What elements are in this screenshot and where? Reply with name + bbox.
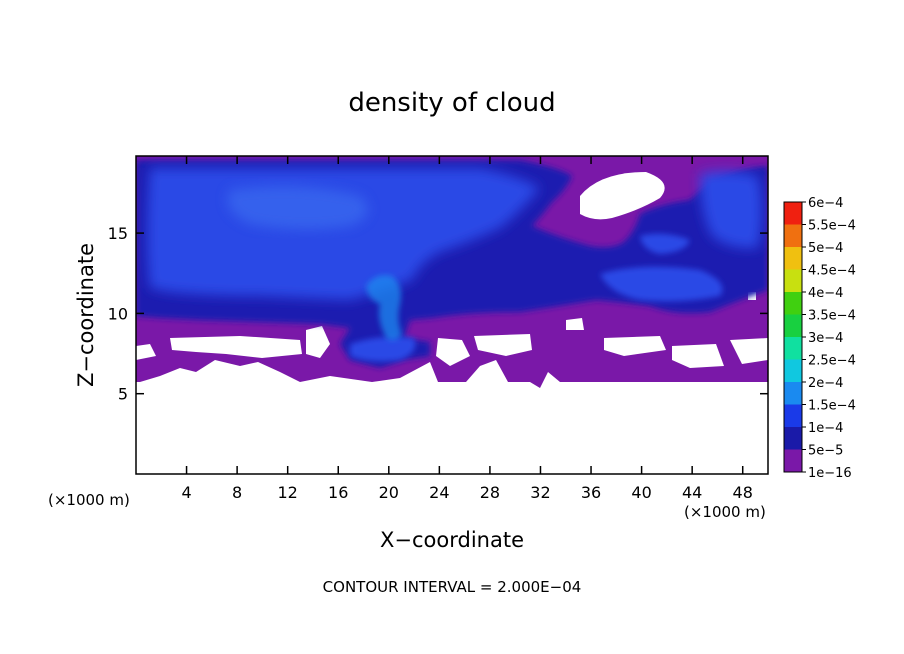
colorbar-label: 5.5e−4	[808, 219, 856, 234]
colorbar-swatch	[784, 202, 802, 225]
chart-title: density of cloud	[348, 88, 555, 118]
clear-patch	[566, 318, 584, 330]
colorbar-label: 5e−4	[808, 241, 843, 256]
colorbar-label: 2.5e−4	[808, 354, 856, 369]
clear-patch	[436, 338, 470, 366]
cloud-field-level-2	[640, 233, 690, 254]
colorbar-swatch	[784, 247, 802, 270]
colorbar-swatch	[784, 449, 802, 472]
x-tick-label: 24	[429, 483, 449, 502]
colorbar-label: 6e−4	[808, 196, 843, 211]
x-tick-label: 16	[328, 483, 348, 502]
colorbar-swatch	[784, 337, 802, 360]
x-tick-label: 20	[379, 483, 399, 502]
clear-patch	[474, 334, 532, 356]
cloud-field-level-2	[600, 266, 723, 302]
y-tick-label: 15	[108, 224, 128, 243]
clear-patch	[672, 344, 724, 368]
colorbar-label: 4.5e−4	[808, 264, 856, 279]
x-tick-label: 4	[181, 483, 191, 502]
x-tick-label: 8	[232, 483, 242, 502]
colorbar-label: 3e−4	[808, 331, 843, 346]
plot-frame	[135, 155, 769, 475]
cloud-field-level-3	[227, 186, 368, 230]
clear-patch	[136, 344, 156, 360]
x-tick-label: 44	[682, 483, 702, 502]
colorbar-swatch	[784, 292, 802, 315]
clear-patch	[580, 172, 665, 220]
y-tick-label: 5	[118, 385, 128, 404]
clear-patch	[306, 326, 330, 358]
clear-patch	[604, 336, 666, 356]
clear-patch	[170, 336, 302, 358]
x-tick-label: 36	[581, 483, 601, 502]
x-tick-label: 48	[733, 483, 753, 502]
colorbar-swatch	[784, 404, 802, 427]
colorbar-label: 4e−4	[808, 286, 843, 301]
y-tick-label: 10	[108, 304, 128, 323]
x-axis-label: X−coordinate	[380, 528, 524, 552]
x-axis-unit-left: (×1000 m)	[48, 491, 130, 509]
cloud-field-level-3	[366, 275, 402, 341]
x-axis-ticks: 4 8 12 16 20 24 28 32 36 40 44 48	[181, 156, 753, 502]
colorbar-swatch	[784, 224, 802, 247]
colorbar-swatch	[784, 359, 802, 382]
clear-patch	[730, 338, 768, 364]
colorbar: 1e−16 5e−5 1e−4 1.5e−4 2e−4 2.5e−4 3e−4 3.5e−4 4…	[783, 196, 856, 481]
x-tick-label: 32	[530, 483, 550, 502]
contour-interval-note: CONTOUR INTERVAL = 2.000E−04	[323, 578, 582, 596]
plot-area	[136, 156, 768, 474]
x-axis-unit-right: (×1000 m)	[684, 503, 766, 521]
colorbar-label: 2e−4	[808, 376, 843, 391]
colorbar-swatch	[784, 427, 802, 450]
x-tick-label: 28	[480, 483, 500, 502]
colorbar-label: 5e−5	[808, 444, 843, 459]
y-axis-label: Z−coordinate	[74, 243, 98, 387]
colorbar-label: 1e−16	[808, 466, 852, 481]
colorbar-swatch	[784, 269, 802, 292]
cloud-field-level-2	[700, 171, 762, 249]
colorbar-label: 1e−4	[808, 421, 843, 436]
colorbar-swatch	[784, 382, 802, 405]
cloud-field-level-2	[350, 336, 416, 362]
colorbar-label: 3.5e−4	[808, 309, 856, 324]
x-tick-label: 12	[278, 483, 298, 502]
x-tick-label: 40	[631, 483, 651, 502]
y-axis-ticks: 5 10 15	[108, 224, 768, 404]
colorbar-label: 1.5e−4	[808, 399, 856, 414]
colorbar-swatch	[784, 314, 802, 337]
